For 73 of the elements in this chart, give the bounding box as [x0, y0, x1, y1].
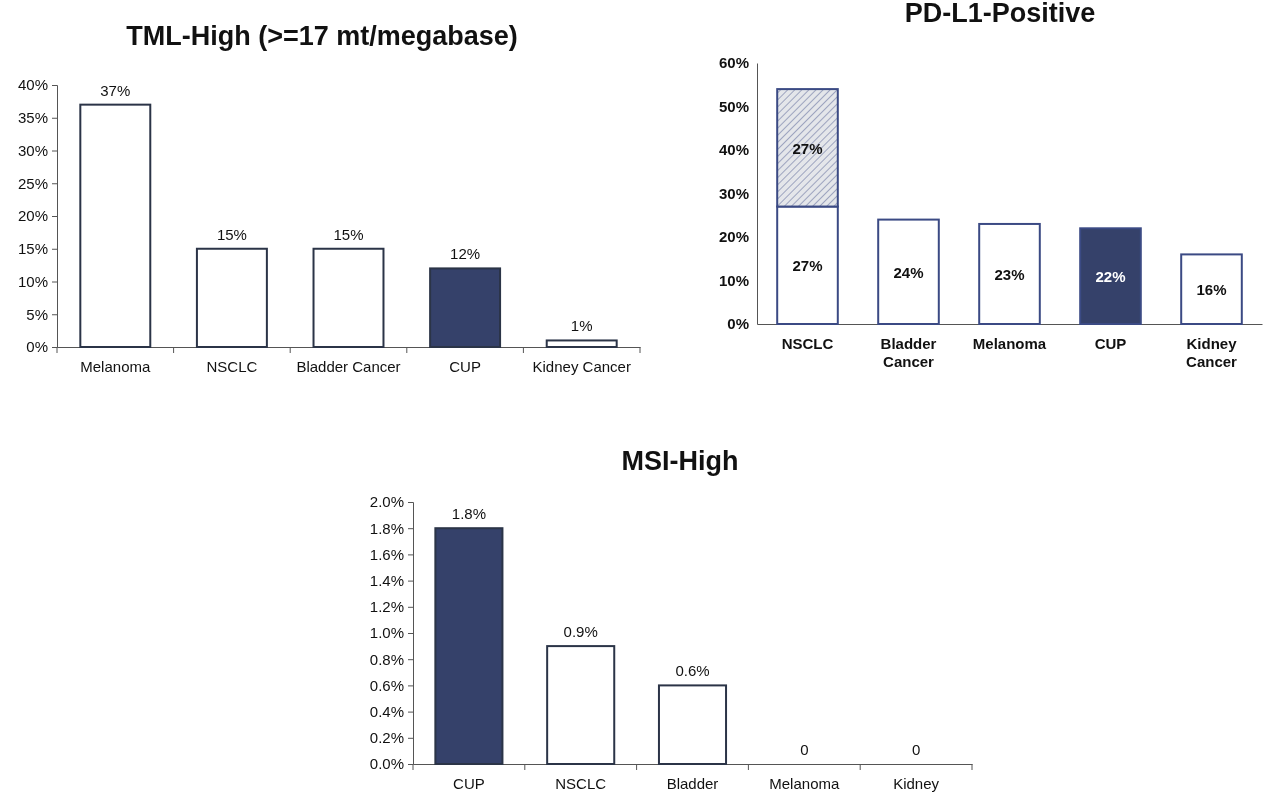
y-tick-label: 1.2%: [369, 598, 404, 616]
y-tick-label: 0.4%: [369, 702, 404, 720]
x-tick-label: NSCLC: [206, 357, 258, 375]
y-tick-label: 1.4%: [369, 571, 404, 589]
x-tick-label: Kidney Cancer: [532, 357, 631, 375]
x-tick-label: CUP: [453, 774, 485, 792]
data-label: 23%: [994, 265, 1025, 283]
x-tick-label: NSCLC: [555, 774, 607, 792]
bar: [429, 267, 502, 348]
data-label: 24%: [893, 263, 924, 281]
data-label: 1.8%: [451, 505, 486, 523]
y-tick-label: 0%: [26, 338, 48, 356]
bar: [545, 339, 618, 348]
x-tick-label: NSCLC: [781, 334, 834, 352]
x-tick-label: Melanoma: [972, 334, 1047, 352]
data-label: 0.9%: [563, 623, 598, 641]
y-tick-label: 0.8%: [369, 650, 404, 668]
bar: [546, 645, 616, 765]
bar: [877, 218, 940, 325]
y-tick-label: 35%: [17, 109, 48, 127]
y-tick-label: 40%: [718, 141, 749, 159]
y-tick-label: 1.6%: [369, 545, 404, 563]
data-label: 27%: [792, 257, 823, 275]
bar: [434, 527, 504, 765]
y-tick-label: 50%: [718, 97, 749, 115]
bar: [195, 247, 268, 348]
data-label: 22%: [1095, 268, 1126, 286]
x-tick-label: Bladder Cancer: [296, 357, 401, 375]
y-tick-label: 60%: [718, 54, 749, 72]
x-tick-label: CUP: [449, 357, 481, 375]
y-tick-label: 1.8%: [369, 519, 404, 537]
y-tick-label: 30%: [718, 184, 749, 202]
data-label: 15%: [216, 225, 247, 243]
x-tick-label: Bladder Cancer: [880, 334, 937, 370]
data-label: 0.6%: [675, 662, 710, 680]
bar: [79, 103, 152, 348]
x-tick-label: CUP: [1094, 334, 1127, 352]
chart-title: TML-High (>=17 mt/megabase): [126, 21, 518, 51]
x-tick-label: Melanoma: [80, 357, 151, 375]
x-tick-label: Bladder: [666, 774, 719, 792]
y-tick-label: 10%: [718, 271, 749, 289]
y-tick-label: 20%: [17, 207, 48, 225]
data-label: 0: [800, 741, 809, 758]
data-label: 12%: [450, 245, 481, 263]
y-tick-label: 0%: [727, 315, 749, 333]
y-tick-label: 2.0%: [369, 493, 404, 511]
chart-title: PD-L1-Positive: [904, 0, 1096, 28]
x-tick-label: Melanoma: [769, 774, 840, 792]
bar: [978, 222, 1041, 325]
chart-title: MSI-High: [621, 446, 739, 476]
y-tick-label: 15%: [17, 240, 48, 258]
y-tick-label: 0.0%: [369, 755, 404, 773]
bar: [1079, 227, 1142, 325]
bar: [657, 684, 728, 765]
data-label: 16%: [1196, 281, 1227, 299]
data-label: 1%: [570, 317, 593, 335]
y-tick-label: 20%: [718, 228, 749, 246]
x-tick-label: Kidney: [893, 774, 940, 792]
data-label: 15%: [333, 225, 364, 243]
data-label: 27%: [792, 139, 823, 157]
y-tick-label: 10%: [17, 272, 48, 290]
bar: [312, 247, 385, 348]
y-tick-label: 5%: [26, 305, 48, 323]
y-tick-label: 1.0%: [369, 624, 404, 642]
y-tick-label: 25%: [17, 174, 48, 192]
data-label: 0: [911, 741, 921, 758]
y-tick-label: 40%: [17, 76, 48, 94]
x-tick-label: Kidney Cancer: [1186, 334, 1238, 370]
y-tick-label: 0.6%: [369, 676, 404, 694]
y-tick-label: 0.2%: [369, 729, 404, 747]
y-tick-label: 30%: [17, 141, 48, 159]
bar: [1180, 253, 1243, 325]
data-label: 37%: [100, 81, 131, 99]
